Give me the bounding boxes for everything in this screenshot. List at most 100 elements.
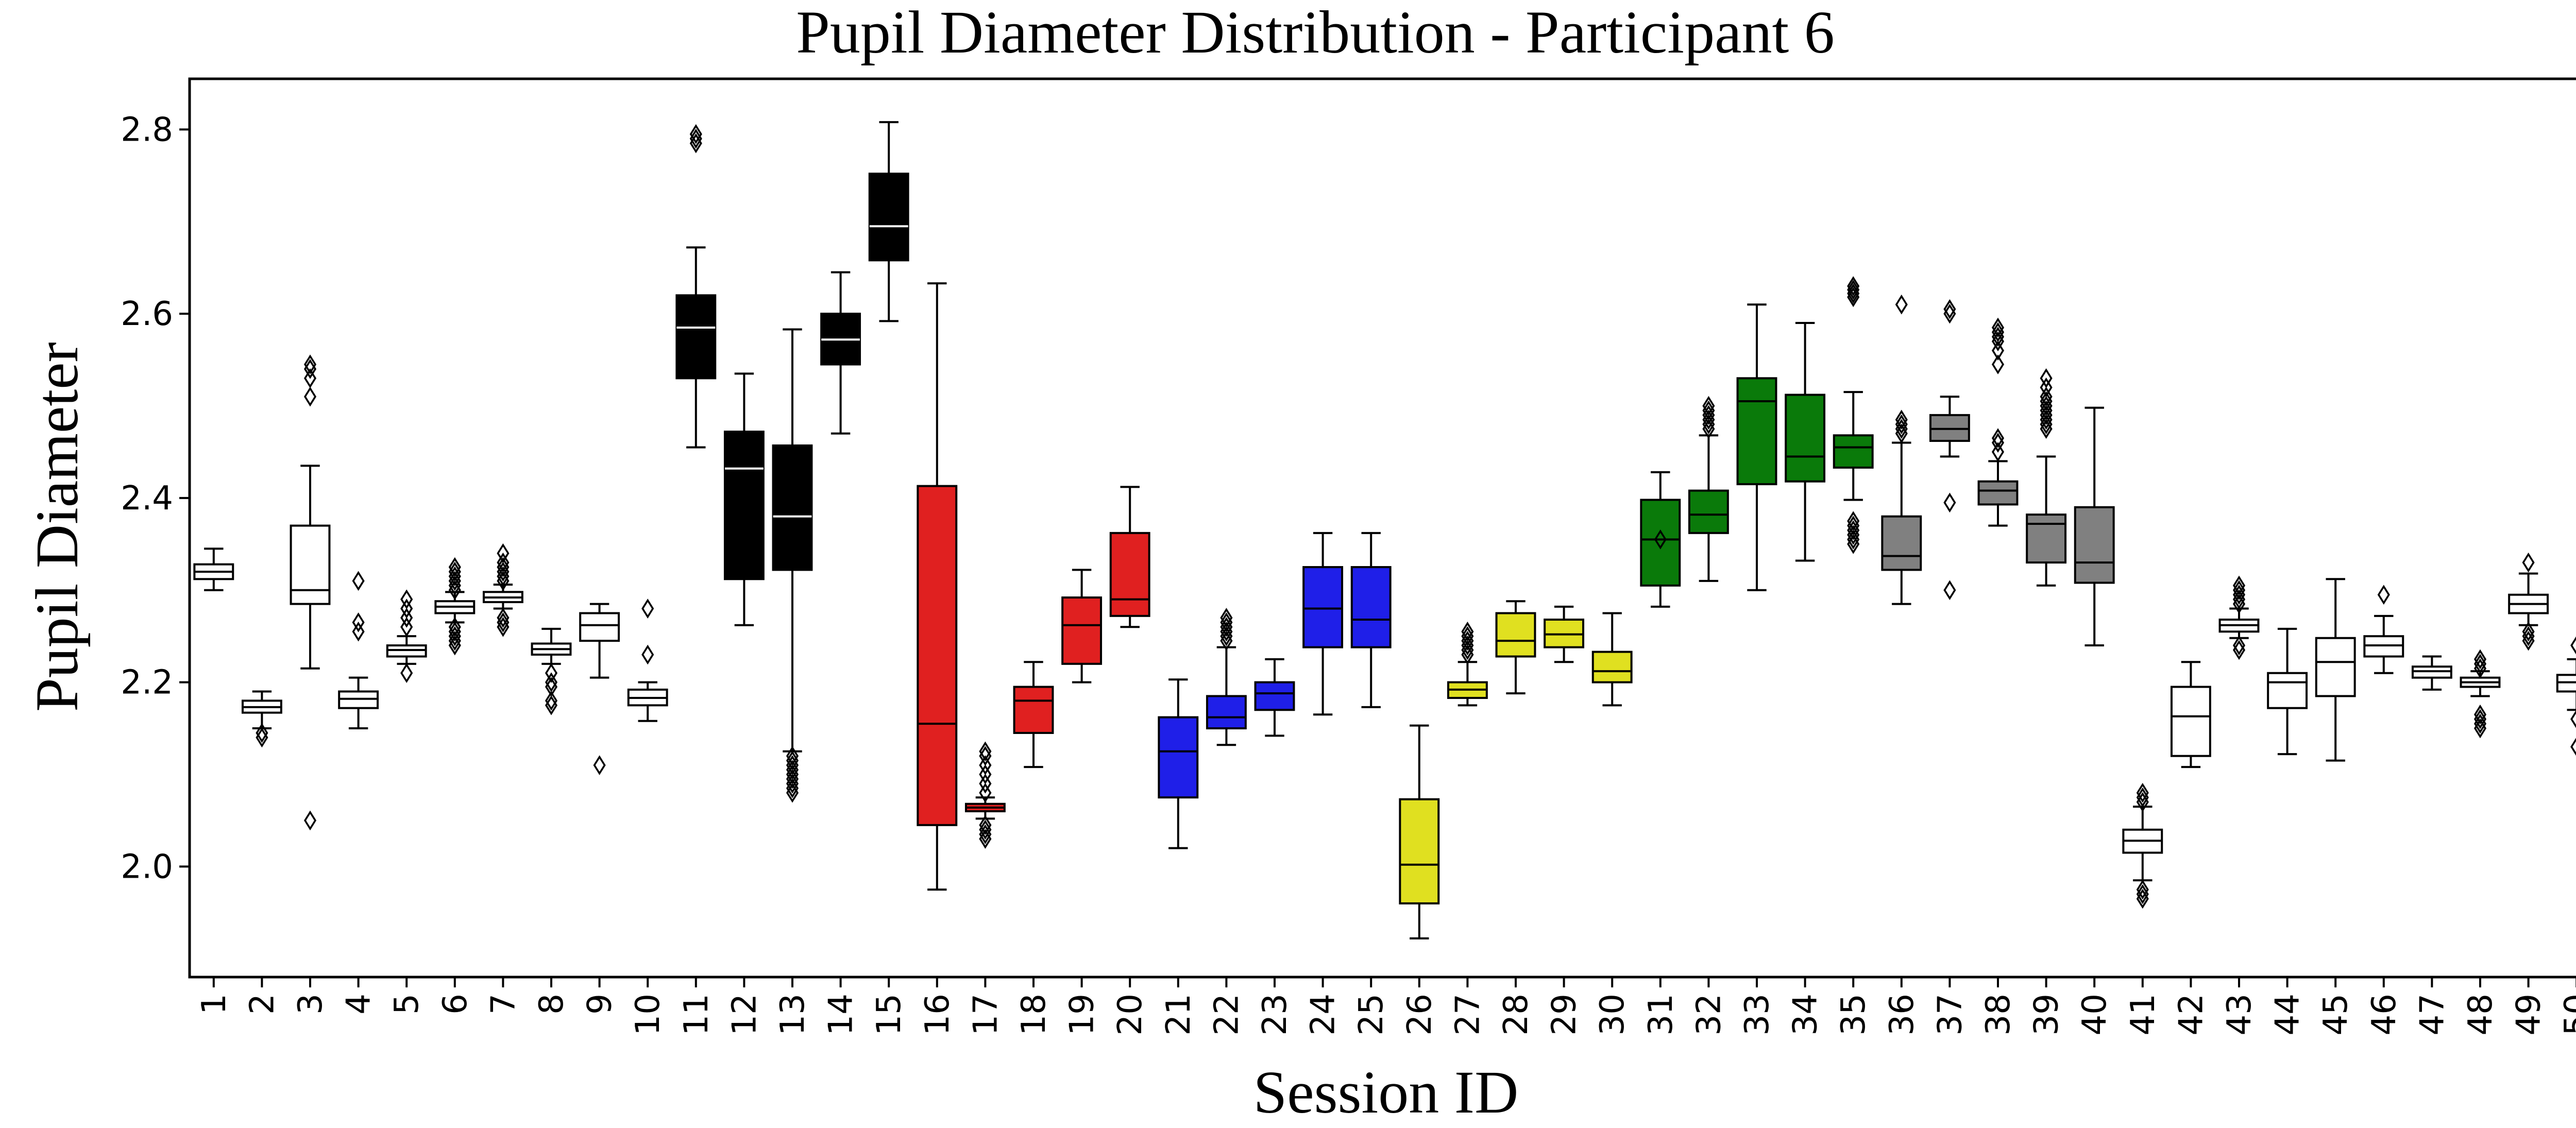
- box-session-43: [2218, 575, 2260, 660]
- box-session-45: [2315, 578, 2356, 762]
- box-session-7: [482, 543, 523, 637]
- outlier-point: [2570, 738, 2576, 756]
- box-iqr: [1109, 532, 1150, 617]
- outlier-point: [400, 589, 413, 609]
- chart-title: Pupil Diameter Distribution - Participan…: [796, 0, 1835, 66]
- x-tick-label: 6: [436, 994, 474, 1015]
- box-session-40: [2074, 406, 2115, 647]
- box-session-22: [1206, 608, 1247, 746]
- box-session-29: [1544, 605, 1585, 663]
- outlier-point: [2136, 782, 2149, 803]
- box-iqr: [1785, 394, 1826, 483]
- box-session-30: [1591, 612, 1633, 707]
- box-session-48: [2460, 649, 2501, 739]
- outlier-point: [1895, 409, 1908, 430]
- box-session-44: [2267, 627, 2308, 756]
- box-session-33: [1736, 303, 1777, 591]
- x-tick-label: 15: [870, 994, 908, 1035]
- outlier-point: [1895, 294, 1908, 315]
- box-iqr: [1399, 798, 1440, 904]
- outlier-point: [979, 741, 992, 762]
- box-session-8: [531, 627, 572, 715]
- box-session-6: [434, 557, 476, 656]
- x-tick-label: 1: [195, 994, 233, 1015]
- outlier-point: [1654, 529, 1667, 550]
- y-tick-label: 2.6: [121, 295, 173, 333]
- outlier-point: [545, 672, 558, 692]
- outlier-point: [1943, 492, 1956, 513]
- outlier-point: [1991, 354, 2005, 374]
- box-session-38: [1977, 317, 2019, 527]
- outlier-point: [2232, 575, 2246, 596]
- plot-frame: [188, 77, 2576, 979]
- outlier-point: [497, 552, 510, 573]
- x-tick-label: 16: [919, 994, 957, 1035]
- outlier-point: [641, 599, 654, 619]
- box-iqr: [579, 612, 620, 642]
- box-iqr: [1591, 651, 1633, 683]
- box-iqr: [2170, 686, 2211, 757]
- y-tick-label: 2.0: [121, 848, 173, 886]
- outlier-point: [497, 543, 510, 563]
- outlier-point: [1991, 340, 2005, 361]
- box-session-18: [1013, 661, 1054, 768]
- x-tick-label: 39: [2028, 994, 2066, 1035]
- x-tick-label: 46: [2365, 994, 2403, 1035]
- box-iqr: [675, 294, 717, 380]
- outlier-point: [2040, 377, 2053, 398]
- outlier-point: [2040, 368, 2053, 388]
- y-tick-label: 2.4: [121, 480, 173, 518]
- x-tick-label: 23: [1256, 994, 1294, 1035]
- box-session-5: [386, 589, 427, 683]
- box-session-3: [290, 354, 331, 831]
- outlier-point: [545, 663, 558, 683]
- box-session-12: [723, 372, 765, 626]
- outlier-point: [497, 608, 510, 628]
- outlier-point: [2473, 649, 2487, 670]
- outlier-point: [1943, 299, 1956, 319]
- x-tick-label: 17: [967, 994, 1005, 1035]
- outlier-point: [1991, 428, 2005, 448]
- outlier-point: [689, 124, 702, 144]
- outlier-point: [1220, 608, 1233, 628]
- plot-area: [193, 121, 2576, 939]
- outlier-point: [1847, 287, 1860, 307]
- box-session-19: [1061, 569, 1103, 683]
- box-iqr: [868, 173, 909, 262]
- box-iqr: [917, 485, 958, 826]
- box-session-4: [338, 571, 379, 730]
- box-iqr: [1736, 377, 1777, 486]
- box-iqr: [1833, 434, 1874, 469]
- y-axis-title: Pupil Diameter: [23, 342, 91, 712]
- x-tick-label: 22: [1208, 994, 1246, 1035]
- outlier-point: [641, 644, 654, 665]
- outlier-point: [303, 386, 317, 407]
- outlier-point: [1702, 396, 1715, 416]
- box-iqr: [1977, 480, 2019, 506]
- y-tick-label: 2.2: [121, 664, 173, 702]
- outlier-point: [2136, 879, 2149, 900]
- outlier-point: [979, 815, 992, 835]
- x-tick-label: 2: [243, 994, 281, 1015]
- x-tick-label: 27: [1449, 994, 1487, 1035]
- y-tick-label: 2.8: [121, 111, 173, 149]
- x-tick-label: 9: [581, 994, 619, 1015]
- box-session-26: [1399, 724, 1440, 939]
- x-tick-label: 7: [484, 994, 522, 1015]
- outlier-point: [400, 608, 413, 628]
- box-session-10: [627, 599, 668, 722]
- x-tick-label: 36: [1883, 994, 1921, 1035]
- outlier-point: [545, 691, 558, 711]
- box-session-36: [1881, 294, 1922, 605]
- box-iqr: [723, 431, 765, 580]
- outlier-point: [979, 755, 992, 775]
- outlier-point: [2473, 704, 2487, 725]
- x-tick-label: 21: [1160, 994, 1198, 1035]
- box-session-25: [1350, 532, 1392, 708]
- box-session-46: [2363, 585, 2404, 674]
- outlier-point: [352, 612, 365, 633]
- x-tick-label: 20: [1111, 994, 1149, 1035]
- box-iqr: [1350, 566, 1392, 648]
- x-tick-label: 25: [1352, 994, 1391, 1035]
